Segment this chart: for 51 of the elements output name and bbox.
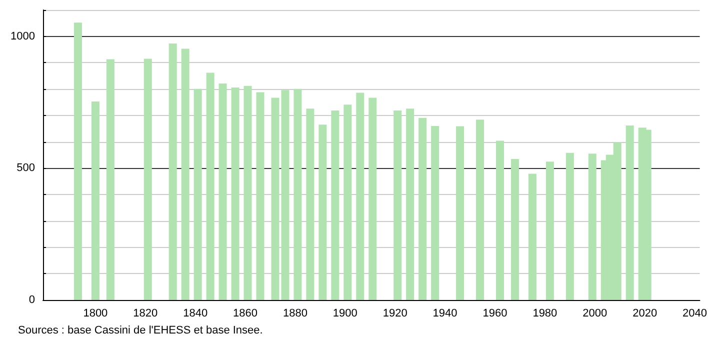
bar: [510, 158, 519, 300]
y-tick-label: 0: [28, 294, 35, 306]
x-tick-label: 1860: [233, 308, 258, 320]
bar: [306, 108, 314, 300]
bar: [271, 98, 280, 300]
bar: [181, 48, 190, 300]
y-tick-label: 500: [16, 162, 35, 174]
bar: [244, 86, 252, 300]
x-tick-label: 1880: [282, 308, 308, 320]
x-tick-label: 1980: [532, 308, 558, 320]
bar: [74, 22, 82, 300]
x-tick-label: 1960: [482, 308, 508, 320]
bar: [218, 84, 227, 300]
bar: [356, 92, 364, 300]
bar: [194, 88, 202, 300]
bar: [496, 140, 504, 300]
bar: [344, 104, 352, 300]
x-tick-label: 2020: [632, 308, 658, 320]
bar: [318, 124, 327, 300]
bar: [456, 126, 464, 300]
bar: [294, 88, 302, 300]
y-tick-label: 1000: [10, 30, 35, 42]
x-tick-label: 1940: [432, 308, 458, 320]
x-tick-label: 1900: [332, 308, 358, 320]
x-tick-label: 1920: [382, 308, 408, 320]
bar: [106, 59, 114, 300]
bar: [256, 92, 264, 300]
bar: [331, 110, 340, 300]
bar: [281, 90, 290, 300]
x-tick-label: 1800: [83, 308, 108, 320]
bar: [168, 43, 177, 300]
bar: [588, 154, 596, 300]
x-tick-label: 1840: [183, 308, 208, 320]
bar: [546, 162, 554, 300]
bar: [528, 174, 536, 300]
bar: [206, 72, 214, 300]
x-tick-label: 2000: [582, 308, 608, 320]
bar: [626, 125, 634, 300]
bar: [144, 58, 152, 300]
bar: [406, 108, 414, 300]
bar: [368, 98, 377, 300]
source-note: Sources : base Cassini de l'EHESS et base Insee.: [18, 324, 263, 336]
bar: [231, 88, 240, 300]
x-tick-label: 1820: [133, 308, 158, 320]
bar: [431, 126, 440, 300]
bar: [394, 110, 402, 300]
bar: [566, 152, 574, 300]
bar: [418, 118, 427, 300]
bar: [476, 120, 484, 300]
x-tick-label: 2040: [682, 308, 708, 320]
bar: [91, 101, 100, 300]
